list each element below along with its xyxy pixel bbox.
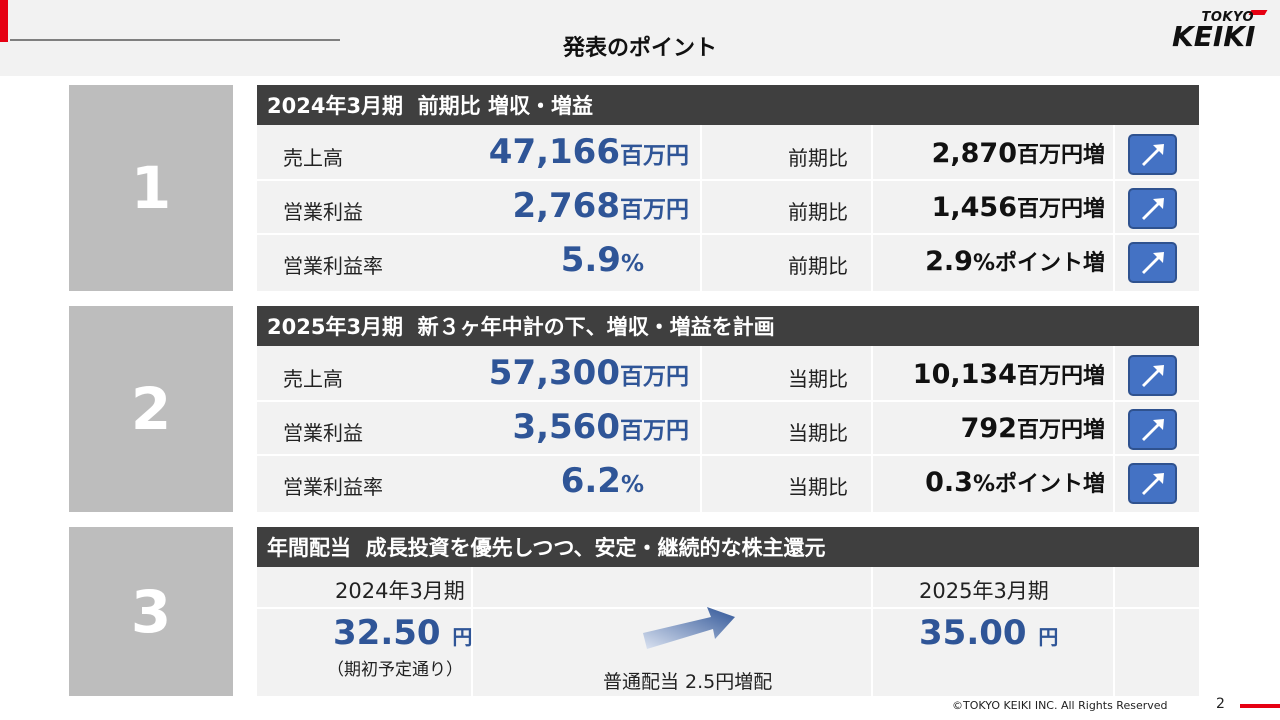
comparison-label: 前期比 bbox=[788, 146, 848, 170]
section-heading-3: 年間配当 成長投資を優先しつつ、安定・継続的な株主還元 bbox=[257, 527, 1199, 567]
company-logo: TOKYO KEIKI bbox=[1168, 10, 1272, 53]
up-arrow-icon bbox=[1128, 242, 1177, 283]
section-panel-3: 年間配当 成長投資を優先しつつ、安定・継続的な株主還元 2024年3月期 32.… bbox=[257, 527, 1199, 696]
metric-row: 営業利益 2,768百万円 前期比 1,456百万円増 bbox=[257, 183, 1199, 235]
comparison-label: 前期比 bbox=[788, 200, 848, 224]
metric-row: 営業利益率 6.2% 当期比 0.3%ポイント増 bbox=[257, 458, 1199, 510]
footer-accent-line bbox=[1240, 704, 1280, 708]
metric-delta: 1,456百万円増 bbox=[931, 192, 1105, 223]
row-divider bbox=[257, 400, 1199, 402]
dividend-increase-note: 普通配当 2.5円増配 bbox=[603, 671, 773, 693]
dividend-prev-year: 2024年3月期 bbox=[335, 579, 465, 603]
dividend-next-amount: 35.00 円 bbox=[919, 613, 1059, 653]
column-divider bbox=[471, 567, 473, 696]
section-number-1: 1 bbox=[69, 85, 233, 291]
up-arrow-icon bbox=[1128, 355, 1177, 396]
metric-delta: 2,870百万円増 bbox=[931, 138, 1105, 169]
comparison-label: 前期比 bbox=[788, 254, 848, 278]
page-number: 2 bbox=[1216, 696, 1225, 712]
up-arrow-icon bbox=[1128, 409, 1177, 450]
logo-small-text: TOKYO bbox=[1201, 10, 1254, 25]
comparison-label: 当期比 bbox=[788, 421, 848, 445]
page-title: 発表のポイント bbox=[562, 36, 717, 61]
section-number-3: 3 bbox=[69, 527, 233, 696]
section-heading-2: 2025年3月期 新３ヶ年中計の下、増収・増益を計画 bbox=[257, 306, 1199, 346]
metric-row: 営業利益率 5.9% 前期比 2.9%ポイント増 bbox=[257, 237, 1199, 289]
section-number-2: 2 bbox=[69, 306, 233, 512]
up-arrow-icon bbox=[1128, 188, 1177, 229]
dividend-next-year: 2025年3月期 bbox=[919, 579, 1049, 603]
metric-delta: 2.9%ポイント増 bbox=[925, 246, 1105, 277]
column-divider bbox=[871, 346, 873, 512]
metric-delta: 10,134百万円増 bbox=[912, 359, 1105, 390]
increase-arrow-icon bbox=[643, 607, 735, 649]
section-panel-1: 2024年3月期 前期比 増収・増益 売上高 47,166百万円 前期比 2,8… bbox=[257, 85, 1199, 291]
row-divider bbox=[257, 454, 1199, 456]
header-band bbox=[0, 0, 1280, 76]
column-divider bbox=[1113, 346, 1115, 512]
row-divider bbox=[257, 179, 1199, 181]
metric-label: 営業利益 bbox=[283, 200, 363, 224]
metric-label: 営業利益 bbox=[283, 421, 363, 445]
metric-delta: 792百万円増 bbox=[960, 413, 1105, 444]
metric-value: 57,300百万円 bbox=[488, 353, 689, 393]
footer-copyright: ©TOKYO KEIKI INC. All Rights Reserved bbox=[952, 699, 1168, 712]
up-arrow-icon bbox=[1128, 463, 1177, 504]
column-divider bbox=[1113, 125, 1115, 291]
comparison-label: 当期比 bbox=[788, 475, 848, 499]
comparison-label: 当期比 bbox=[788, 367, 848, 391]
metric-label: 売上高 bbox=[283, 146, 343, 170]
header-accent-bar bbox=[0, 0, 8, 42]
section-panel-2: 2025年3月期 新３ヶ年中計の下、増収・増益を計画 売上高 57,300百万円… bbox=[257, 306, 1199, 512]
metric-label: 売上高 bbox=[283, 367, 343, 391]
header-rule bbox=[10, 39, 340, 41]
metric-value: 5.9% bbox=[560, 240, 644, 280]
column-divider bbox=[871, 567, 873, 696]
dividend-prev-note: （期初予定通り） bbox=[327, 660, 463, 680]
metric-label: 営業利益率 bbox=[283, 475, 383, 499]
column-divider bbox=[1113, 567, 1115, 696]
metric-delta: 0.3%ポイント増 bbox=[925, 467, 1105, 498]
section-heading-1: 2024年3月期 前期比 増収・増益 bbox=[257, 85, 1199, 125]
column-divider bbox=[871, 125, 873, 291]
metric-row: 売上高 57,300百万円 当期比 10,134百万円増 bbox=[257, 350, 1199, 402]
row-divider bbox=[257, 607, 1199, 609]
metric-row: 売上高 47,166百万円 前期比 2,870百万円増 bbox=[257, 129, 1199, 181]
metric-label: 営業利益率 bbox=[283, 254, 383, 278]
metric-value: 6.2% bbox=[560, 461, 644, 501]
up-arrow-icon bbox=[1128, 134, 1177, 175]
metric-value: 3,560百万円 bbox=[512, 407, 689, 447]
metric-row: 営業利益 3,560百万円 当期比 792百万円増 bbox=[257, 404, 1199, 456]
row-divider bbox=[257, 233, 1199, 235]
metric-value: 47,166百万円 bbox=[488, 132, 689, 172]
column-divider bbox=[700, 346, 702, 512]
metric-value: 2,768百万円 bbox=[512, 186, 689, 226]
logo-big-text: KEIKI bbox=[1172, 20, 1256, 53]
column-divider bbox=[700, 125, 702, 291]
dividend-prev-amount: 32.50 円 bbox=[333, 613, 473, 653]
